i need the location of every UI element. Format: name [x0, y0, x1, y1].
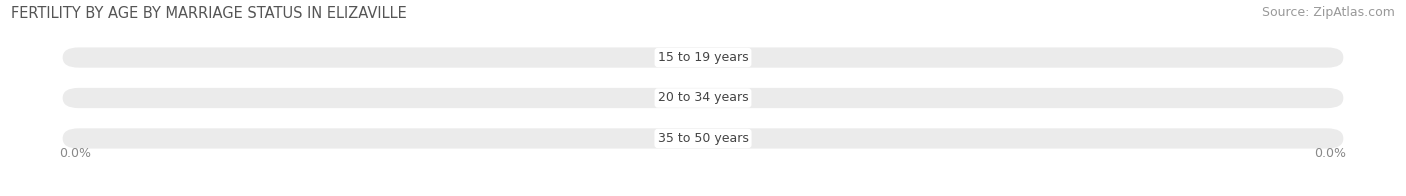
Text: 0.0%: 0.0% — [666, 51, 699, 64]
Text: 35 to 50 years: 35 to 50 years — [658, 132, 748, 145]
Text: 0.0%: 0.0% — [1315, 146, 1347, 160]
FancyBboxPatch shape — [706, 131, 741, 146]
Text: 0.0%: 0.0% — [59, 146, 91, 160]
Text: 0.0%: 0.0% — [707, 132, 740, 145]
Text: 0.0%: 0.0% — [666, 92, 699, 104]
Text: 20 to 34 years: 20 to 34 years — [658, 92, 748, 104]
FancyBboxPatch shape — [63, 47, 1343, 68]
FancyBboxPatch shape — [706, 90, 741, 106]
FancyBboxPatch shape — [665, 90, 700, 106]
Text: FERTILITY BY AGE BY MARRIAGE STATUS IN ELIZAVILLE: FERTILITY BY AGE BY MARRIAGE STATUS IN E… — [11, 6, 406, 21]
Text: Source: ZipAtlas.com: Source: ZipAtlas.com — [1261, 6, 1395, 19]
Text: 15 to 19 years: 15 to 19 years — [658, 51, 748, 64]
Text: 0.0%: 0.0% — [707, 51, 740, 64]
FancyBboxPatch shape — [665, 131, 700, 146]
FancyBboxPatch shape — [665, 50, 700, 65]
Text: 0.0%: 0.0% — [707, 92, 740, 104]
FancyBboxPatch shape — [706, 50, 741, 65]
Text: 0.0%: 0.0% — [666, 132, 699, 145]
FancyBboxPatch shape — [63, 128, 1343, 149]
FancyBboxPatch shape — [63, 88, 1343, 108]
